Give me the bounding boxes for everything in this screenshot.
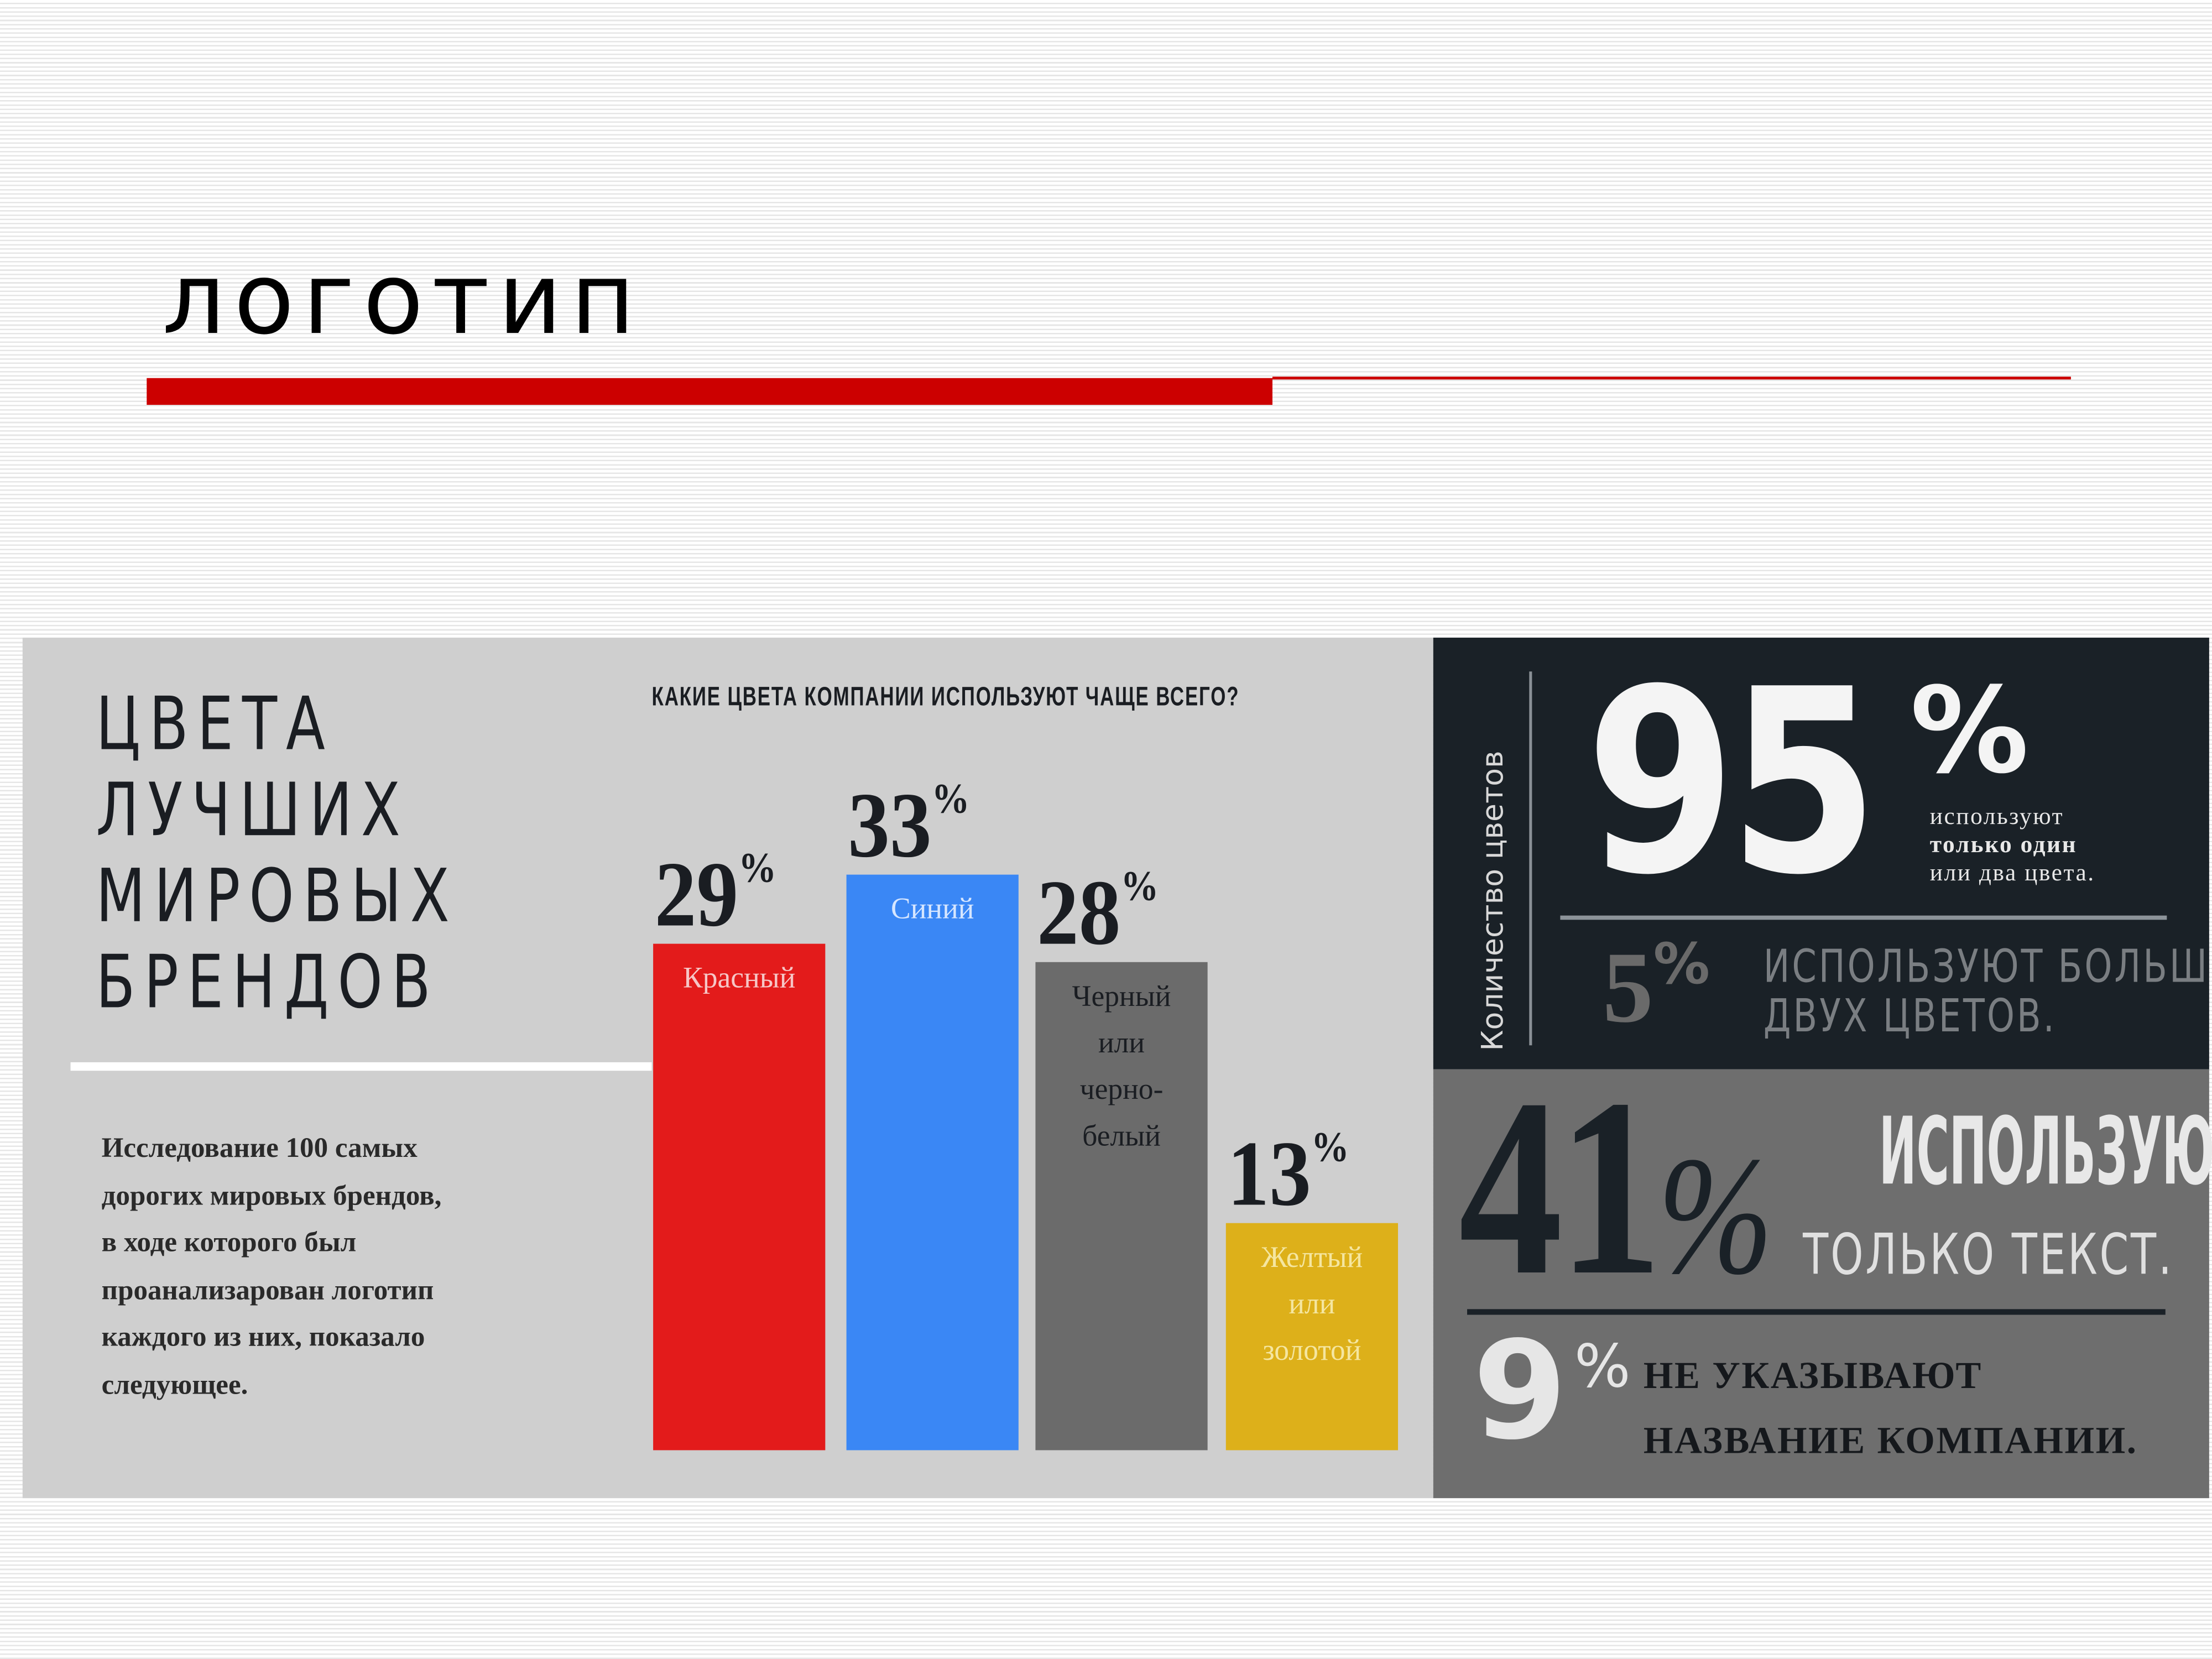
bar-value-label: 33% [848,778,969,873]
heading-line: МИРОВЫХ [96,854,458,940]
stat-95-text: или два цвета. [1929,859,2095,886]
bar-category-label-line: белый [1082,1118,1161,1152]
bar-value-number: 33 [848,774,932,878]
bar-category-label-line: черно- [1079,1072,1164,1106]
bar-category-label-line: или [1098,1025,1145,1060]
description-line: каждого из них, показало [101,1322,425,1353]
stat-9-text: НЕ УКАЗЫВАЮТ [1643,1354,1983,1397]
bar-value-number: 28 [1036,862,1121,965]
bar-category-label-line: Черный [1072,978,1171,1013]
stat-41-percent: % [1657,1121,1773,1310]
bar-value-percent: % [1311,1124,1349,1172]
vertical-divider [1529,671,1532,1046]
stat-9-text: НАЗВАНИЕ КОМПАНИИ. [1643,1419,2138,1462]
bar-category-label-line: Синий [890,891,974,926]
description-line: в ходе которого был [101,1227,357,1259]
stat-5-text: ДВУХ ЦВЕТОВ. [1763,989,2057,1043]
stat-41-value: 41% [1459,1060,1773,1329]
bar-value-label: 13% [1227,1127,1349,1222]
divider [70,1062,652,1071]
chart-title: КАКИЕ ЦВЕТА КОМПАНИИ ИСПОЛЬЗУЮТ ЧАЩЕ ВСЕ… [651,682,1240,713]
color-count-panel [1433,638,2209,1070]
stat-95-text: только один [1929,831,2078,858]
stat-5-percent: % [1653,932,1710,998]
stat-95-percent: % [1910,661,2029,800]
bar-category-label: Красный [653,956,825,1002]
bar-category-label-line: или [1288,1287,1335,1321]
bar: Желтый или золотой [1225,1223,1399,1451]
bar-value-label: 28% [1037,865,1159,960]
text-only-panel [1433,1069,2209,1499]
bar-value-number: 13 [1227,1123,1311,1227]
stat-41-number: 41 [1458,1046,1662,1328]
title-underline-thick [147,378,1273,405]
bar-value-percent: % [1120,863,1159,910]
stat-9-value: 9 [1473,1312,1567,1470]
description-line: дорогих мировых брендов, [101,1180,442,1212]
bar: Красный [653,944,826,1451]
description-line: проанализарован логотип [101,1274,434,1306]
bar-category-label: Желтый или золотой [1226,1235,1398,1375]
stat-5-value: 5% [1603,937,1710,1039]
bar: Черный или черно-белый [1035,962,1208,1451]
divider [1467,1309,2166,1315]
stat-95-text: используют [1929,802,2064,830]
description-line: следующее. [101,1369,248,1400]
stat-5-number: 5 [1602,931,1653,1044]
heading-line: ЦВЕТА [96,682,334,768]
bar-category-label-line: золотой [1262,1333,1361,1368]
slide-title: логотип [162,241,644,357]
stat-9-percent: % [1574,1332,1631,1401]
bar-category-label-line: Красный [683,961,796,995]
title-underline-thin [1272,377,2071,380]
heading-line: ЛУЧШИХ [96,769,409,854]
bar-category-label: Черный или черно-белый [1035,973,1207,1160]
description: Исследование 100 самых дорогих мировых б… [102,1126,581,1410]
divider [1560,915,2167,920]
stat-5-text: ИСПОЛЬЗУЮТ БОЛЬШЕ [1763,939,2212,993]
bar-value-label: 29% [655,848,776,942]
stat-41-text: ИСПОЛЬЗУЮТ [1879,1097,2212,1207]
heading-line: БРЕНДОВ [96,941,440,1026]
stat-41-text: ТОЛЬКО ТЕКСТ. [1803,1223,2174,1288]
stat-95-value: 95 [1585,636,1879,931]
infographic: ЦВЕТА ЛУЧШИХ МИРОВЫХ БРЕНДОВ Исследовани… [22,636,2212,1499]
bar-category-label: Синий [847,886,1019,932]
bar-value-percent: % [738,846,777,893]
bar-value-number: 29 [654,844,739,947]
bar-category-label-line: Желтый [1261,1240,1363,1275]
vertical-label: Количество цветов [1475,750,1510,1051]
bar: Синий [846,874,1019,1451]
bar-value-percent: % [931,776,970,823]
description-line: Исследование 100 самых [101,1133,418,1164]
